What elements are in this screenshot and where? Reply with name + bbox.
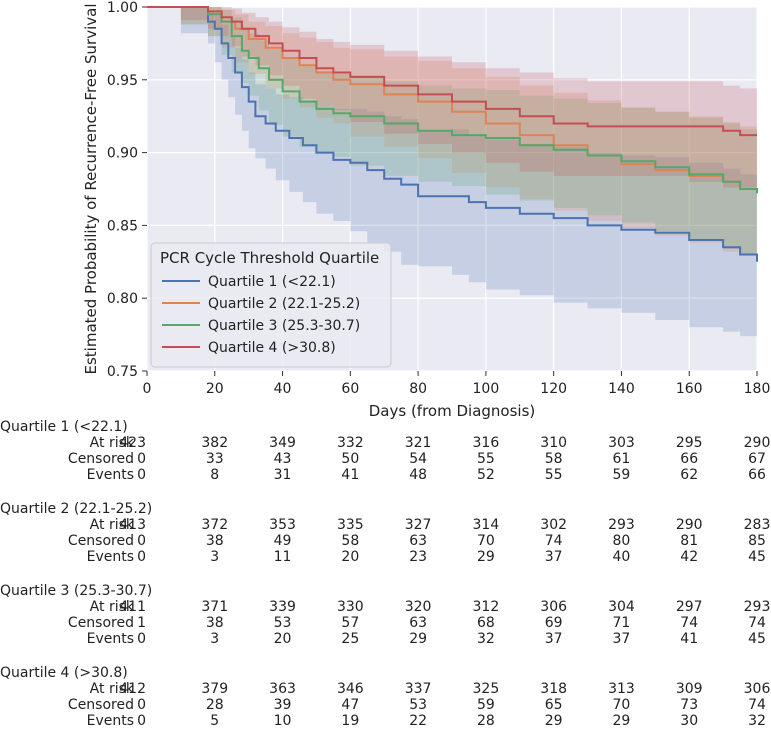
band-quartile-1 [147, 7, 757, 337]
legend: PCR Cycle Threshold Quartile Quartile 1 … [150, 242, 392, 368]
x-tick-label: 40 [274, 381, 292, 397]
curve-quartile-4 [147, 6, 757, 137]
x-tick-label: 140 [608, 381, 635, 397]
x-axis-label: Days (from Diagnosis) [369, 402, 536, 420]
x-tick-label: 180 [744, 381, 771, 397]
y-tick-label: 0.85 [107, 218, 138, 234]
legend-label-quartile-4: Quartile 4 (>30.8) [208, 340, 336, 356]
x-tick-label: 160 [676, 381, 703, 397]
legend-label-quartile-2: Quartile 2 (22.1-25.2) [208, 296, 360, 312]
legend-items: Quartile 1 (<22.1) Quartile 2 (22.1-25.2)… [162, 274, 360, 356]
x-tick-label: 20 [206, 381, 224, 397]
y-axis-ticks: 0.75 0.80 0.85 0.90 0.95 1.00 [107, 0, 147, 380]
x-tick-label: 120 [540, 381, 567, 397]
curve-quartile-3 [147, 6, 758, 194]
x-tick-label: 60 [341, 381, 359, 397]
curve-quartile-1 [147, 6, 758, 262]
y-tick-label: 1.00 [107, 0, 138, 16]
legend-label-quartile-1: Quartile 1 (<22.1) [208, 274, 336, 290]
y-tick-label: 0.95 [107, 73, 138, 89]
y-tick-label: 0.80 [107, 291, 138, 307]
y-tick-label: 0.90 [107, 146, 138, 162]
legend-title: PCR Cycle Threshold Quartile [160, 249, 379, 267]
legend-label-quartile-3: Quartile 3 (25.3-30.7) [208, 318, 360, 334]
legend-box [150, 242, 392, 368]
y-tick-label: 0.75 [107, 364, 138, 380]
y-axis-label: Estimated Probability of Recurrence-Free… [82, 3, 100, 374]
x-axis-ticks: 0 20 40 60 80 100 120 140 160 180 [143, 371, 771, 397]
survival-curves [147, 6, 758, 262]
x-tick-label: 100 [473, 381, 500, 397]
x-tick-label: 0 [143, 381, 152, 397]
x-tick-label: 80 [409, 381, 427, 397]
